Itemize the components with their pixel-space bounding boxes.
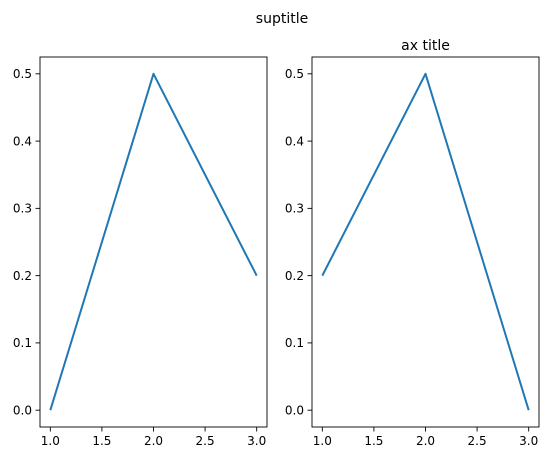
axes-title: ax title — [401, 38, 450, 54]
x-tick-label: 2.5 — [196, 434, 215, 448]
y-tick-label: 0.5 — [13, 67, 32, 81]
x-tick-label: 2.0 — [144, 434, 163, 448]
x-tick-label: 2.0 — [416, 434, 435, 448]
y-tick-label: 0.0 — [13, 403, 32, 417]
x-tick-label: 2.5 — [468, 434, 487, 448]
y-tick-label: 0.5 — [285, 67, 304, 81]
series-line-1 — [49, 72, 258, 411]
axes-left: 1.0 1.5 2.0 2.5 3.0 0.0 0.1 0.2 0.3 0.4 0.5 — [13, 56, 268, 448]
figure-suptitle: suptitle — [256, 11, 308, 27]
y-tick-label: 0.1 — [285, 336, 304, 350]
axes-frame — [39, 56, 268, 428]
x-tick-label: 1.0 — [41, 434, 60, 448]
axes-right: 1.0 1.5 2.0 2.5 3.0 0.0 0.1 0.2 0.3 0.4 0.5 ax titl… — [285, 38, 540, 448]
y-tick-label: 0.4 — [13, 134, 32, 148]
y-tick-label: 0.0 — [285, 403, 304, 417]
y-tick-label: 0.4 — [285, 134, 304, 148]
x-tick-label: 1.5 — [364, 434, 383, 448]
y-tick-label: 0.2 — [285, 269, 304, 283]
y-tick-label: 0.3 — [285, 202, 304, 216]
x-tick-label: 1.0 — [313, 434, 332, 448]
y-tick-label: 0.2 — [13, 269, 32, 283]
axes-frame — [311, 56, 540, 428]
x-tick-label: 1.5 — [92, 434, 111, 448]
y-tick-label: 0.3 — [13, 202, 32, 216]
series-line-1 — [321, 72, 530, 411]
y-tick-label: 0.1 — [13, 336, 32, 350]
x-tick-label: 3.0 — [519, 434, 538, 448]
x-tick-label: 3.0 — [247, 434, 266, 448]
